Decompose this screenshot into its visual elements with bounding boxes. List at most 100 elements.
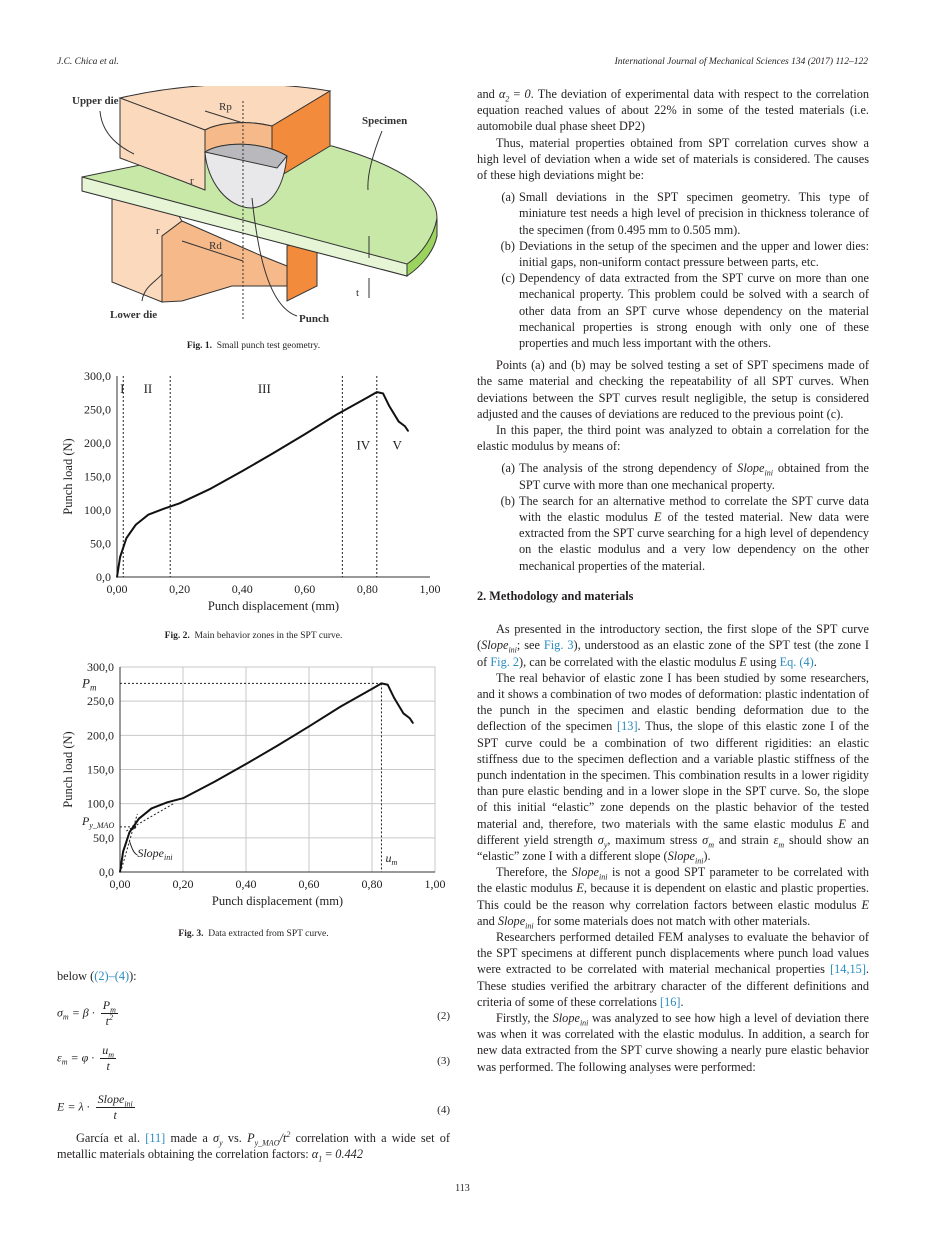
x-tick-label: 0,80 (362, 877, 383, 891)
inline-sub: m (708, 840, 714, 850)
y-tick-label: 250,0 (84, 403, 111, 417)
data-point (125, 537, 128, 539)
reference-link[interactable]: Eq. (4) (779, 654, 814, 669)
section-heading: 2. Methodology and materials (477, 588, 634, 603)
data-point (388, 405, 391, 407)
specimen-edge-side (406, 217, 438, 277)
data-point (304, 433, 306, 436)
list-item-text: Deviations in the setup of the specimen … (519, 238, 869, 270)
x-tick-label: 1,00 (425, 877, 446, 891)
upper-die-leader (99, 110, 135, 155)
caption-text: Data extracted from SPT curve. (208, 929, 329, 939)
data-point (412, 722, 414, 724)
inline-i: α (311, 1147, 319, 1162)
x-axis-label: Punch displacement (mm) (212, 894, 343, 908)
eq-lhs: E (57, 1099, 65, 1114)
caption-label: Fig. 2. (164, 631, 190, 641)
list-item-text: The analysis of the strong dependency of… (519, 461, 869, 492)
x-tick-label: 0,00 (107, 582, 128, 596)
inline-sub: y_MAO (254, 1138, 280, 1148)
zone-label: II (144, 381, 153, 396)
list-item-text: The search for an alternative method to … (519, 493, 870, 573)
inline-i: Slope (552, 1010, 580, 1025)
inline-i: 0 (524, 87, 531, 101)
data-point (119, 556, 121, 558)
data-point (119, 871, 121, 873)
figure-1-caption: Fig. 1. Small punch test geometry. (57, 341, 450, 351)
y-tick-label: 150,0 (84, 470, 111, 484)
inline-sub: ini (579, 1018, 589, 1028)
inline-i: Slope (667, 848, 695, 863)
y-tick-label: 200,0 (87, 728, 114, 742)
label-r-upper: r (190, 175, 194, 187)
inline-i: E (576, 881, 584, 896)
data-point (339, 705, 342, 708)
eq-operator: = β · (68, 1005, 98, 1020)
data-point (407, 430, 409, 432)
analysis-list: (a) The analysis of the strong dependency… (477, 460, 869, 573)
paragraph-below: below ((2)–(4)): (57, 969, 137, 983)
data-point (375, 391, 378, 393)
inline-sub: 2 (505, 94, 510, 104)
reference-link[interactable]: [16] (660, 994, 681, 1009)
equation-4: E = λ · Slopeini t (4) (57, 1092, 450, 1123)
list-item-label: (c) (501, 271, 515, 286)
caption-label: Fig. 1. (186, 341, 212, 351)
reference-link[interactable]: Fig. 3 (543, 638, 574, 653)
equation-number: (4) (437, 1104, 450, 1116)
reference-link[interactable]: Fig. 2 (490, 654, 520, 669)
label-punch: Punch (299, 313, 329, 325)
paragraph: Researchers performed detailed FEM analy… (477, 929, 869, 1009)
data-point (116, 576, 118, 578)
list-item-text: Dependency of data extracted from the SP… (519, 271, 869, 351)
list-item-label: (a) (501, 461, 515, 476)
spt-curve (119, 682, 414, 873)
inline-i: E (861, 897, 869, 912)
paragraph: In this paper, the third point was analy… (477, 423, 869, 454)
right-column-text: and α2 = 0. The deviation of experimenta… (477, 86, 869, 1075)
rp-dimension-arrow (204, 110, 244, 124)
inline-i: Slope (481, 638, 509, 653)
x-tick-label: 0,40 (232, 582, 253, 596)
figure-1-diagram: Upper die Specimen Lower die Punch Rp Rd… (72, 86, 438, 325)
running-header-authors: J.C. Chica et al. (57, 57, 119, 67)
reference-link[interactable]: (2)–(4) (94, 969, 130, 983)
y-tick-label: 200,0 (84, 436, 111, 450)
eq-fraction: Pm t2 (100, 998, 118, 1029)
reference-link[interactable]: [11] (145, 1131, 166, 1145)
list-item: (b) The search for an alternative method … (477, 493, 869, 574)
y-tick-label: 300,0 (87, 660, 114, 674)
y-tick-label: 100,0 (84, 503, 111, 517)
data-point (380, 682, 383, 685)
data-point (402, 712, 405, 715)
inline-i: ε (773, 832, 779, 847)
list-item: (a) The analysis of the strong dependency… (477, 460, 869, 492)
eq-lhs-sub: m (61, 1057, 68, 1067)
eq-den-sup: 2 (109, 1013, 114, 1022)
zone-label: IV (356, 438, 370, 453)
data-point (386, 683, 389, 686)
zone-label: V (392, 438, 402, 453)
caption-text: Main behavior zones in the SPT curve. (194, 631, 343, 641)
y-tick-label: 300,0 (84, 369, 111, 383)
zone-label: III (258, 381, 271, 396)
paragraph: and α2 = 0. The deviation of experimenta… (477, 87, 869, 134)
left-column-text: below ((2)–(4)): (57, 968, 450, 984)
lower-die-leader (141, 273, 163, 302)
data-point (122, 850, 124, 853)
inline-sup: 2 (286, 1129, 291, 1139)
zone-label: I (120, 381, 124, 396)
reference-link[interactable]: [13] (617, 719, 638, 734)
label-upper-die: Upper die (72, 95, 119, 107)
data-point (371, 688, 373, 690)
running-header-journal: International Journal of Mechanical Scie… (614, 57, 868, 67)
inline-i: Slope (737, 461, 765, 476)
y-tick-label: 100,0 (87, 797, 114, 811)
data-point (404, 425, 406, 428)
reference-link[interactable]: [14,15] (830, 962, 866, 977)
inline-sub: ini (598, 872, 608, 882)
eq-lhs-sub: m (62, 1012, 69, 1022)
page-number: 113 (455, 1183, 470, 1194)
data-point (178, 502, 181, 505)
data-point (182, 797, 184, 799)
